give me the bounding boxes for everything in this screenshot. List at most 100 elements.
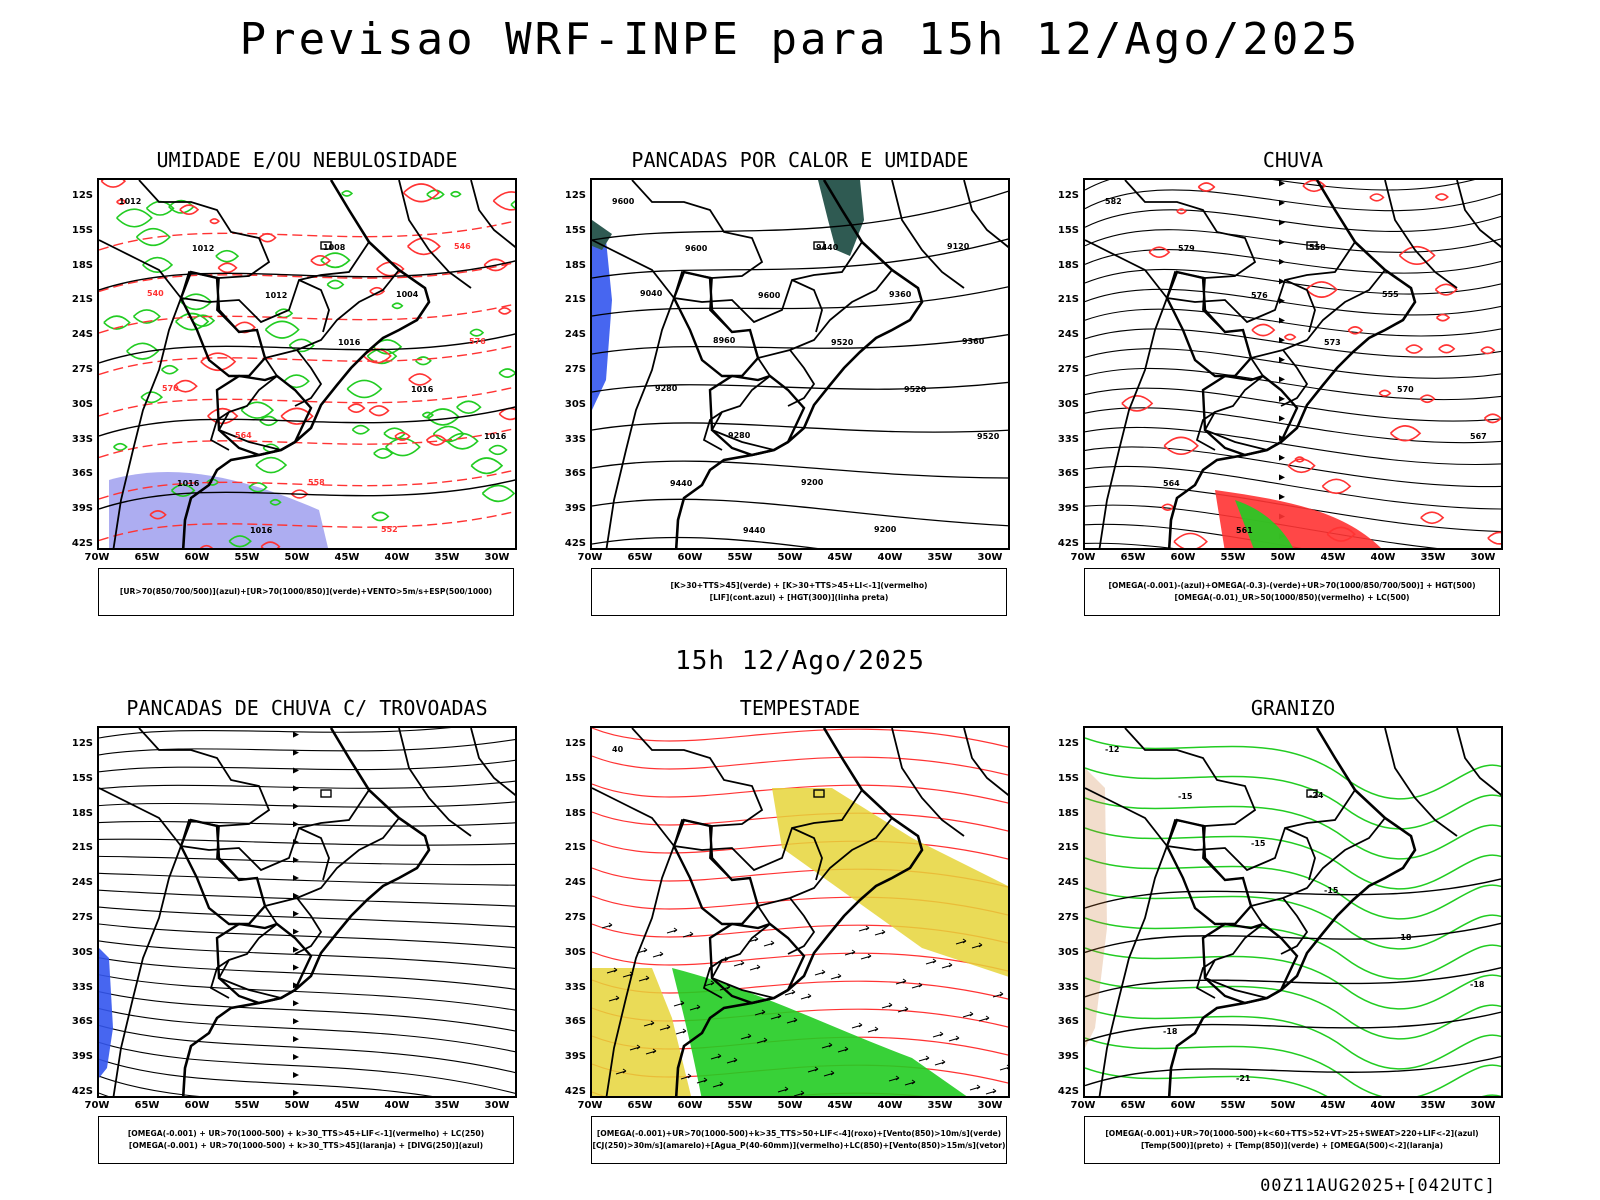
legend-line: [LIF](cont.azul) + [HGT(300)](linha pret…: [709, 593, 889, 602]
contour-label: 576: [469, 337, 486, 346]
trovoadas-map: [97, 726, 517, 1098]
pancadas-calor-map-svg: 9600 9600 9600 9520 9520 9520 9440 9440 9440 9360…: [592, 180, 1008, 548]
latitude-label: 21S: [564, 294, 586, 306]
contour-label: 1012: [119, 197, 141, 206]
contour-label: 546: [454, 242, 471, 251]
contour-label: 40: [612, 745, 624, 754]
latitude-label: 39S: [564, 503, 586, 515]
contour-label: -15: [1178, 792, 1193, 801]
longitude-label: 65W: [1120, 552, 1146, 563]
longitude-label: 65W: [134, 1100, 160, 1111]
longitude-label: 65W: [1120, 1100, 1146, 1111]
contour-label: 9200: [801, 478, 824, 487]
longitude-label: 35W: [927, 1100, 953, 1111]
longitude-label: 35W: [434, 1100, 460, 1111]
latitude-label: 30S: [1057, 398, 1079, 410]
lower-row-subtitle: 15h 12/Ago/2025: [675, 646, 925, 676]
chuva-map-svg: 582 579 576 573 570 567 564 561 558 555: [1085, 180, 1501, 548]
contour-label: 9440: [670, 479, 693, 488]
contour-label: 558: [308, 478, 325, 487]
forecast-run-footer: 00Z11AUG2025+[042UTC]: [1260, 1176, 1496, 1196]
contour-label: 1016: [177, 479, 200, 488]
longitude-label: 70W: [1070, 552, 1096, 563]
contour-label: 9360: [962, 337, 985, 346]
contour-label: -18: [1470, 980, 1485, 989]
longitude-label: 60W: [1170, 552, 1196, 563]
longitude-label: 40W: [384, 1100, 410, 1111]
latitude-label: 27S: [564, 364, 586, 375]
longitude-label: 30W: [1470, 552, 1496, 563]
umidade-panel-title: UMIDADE E/OU NEBULOSIDADE: [156, 148, 458, 172]
latitude-label: 18S: [1057, 259, 1079, 271]
longitude-label: 30W: [977, 552, 1003, 563]
latitude-label: 39S: [71, 1051, 93, 1063]
latitude-label: 15S: [564, 772, 586, 784]
latitude-label: 39S: [1057, 503, 1079, 515]
longitude-label: 70W: [577, 552, 603, 563]
trovoadas-panel-title: PANCADAS DE CHUVA C/ TROVOADAS: [126, 696, 488, 720]
longitude-label: 40W: [1370, 552, 1396, 563]
contour-label: 9600: [612, 197, 635, 206]
contour-label: 1016: [250, 526, 273, 535]
longitude-label: 45W: [1320, 552, 1346, 563]
latitude-label: 36S: [71, 1016, 93, 1028]
pancadas-calor-map: 9600 9600 9600 9520 9520 9520 9440 9440 9440 9360…: [590, 178, 1010, 550]
latitude-label: 21S: [1057, 842, 1079, 854]
latitude-label: 12S: [71, 738, 93, 749]
latitude-label: 33S: [1057, 433, 1079, 445]
longitude-label: 60W: [184, 1100, 210, 1111]
longitude-label: 70W: [84, 1100, 110, 1111]
longitude-label: 30W: [977, 1100, 1003, 1111]
pancadas-calor-legend: [K>30+TTS>45](verde) + [K>30+TTS>45+LI<-…: [591, 568, 1007, 616]
longitude-label: 40W: [877, 1100, 903, 1111]
tempestade-legend: [OMEGA(-0.001)+UR>70(1000-500)+k>35_TTS>…: [591, 1116, 1007, 1164]
longitude-label: 45W: [827, 552, 853, 563]
tempestade-map-svg: 40: [592, 728, 1008, 1096]
latitude-label: 27S: [1057, 912, 1079, 923]
tempestade-panel-title: TEMPESTADE: [739, 696, 861, 720]
latitude-label: 18S: [1057, 807, 1079, 819]
latitude-label: 30S: [564, 398, 586, 410]
tempestade-map: 40: [590, 726, 1010, 1098]
longitude-label: 45W: [1320, 1100, 1346, 1111]
longitude-label: 45W: [334, 1100, 360, 1111]
latitude-label: 21S: [71, 842, 93, 854]
trovoadas-legend: [OMEGA(-0.001) + UR>70(1000-500) + k>30_…: [98, 1116, 514, 1164]
longitude-label: 30W: [484, 552, 510, 563]
legend-line: [OMEGA(-0.01)_UR>50(1000/850)(vermelho) …: [1174, 593, 1410, 602]
latitude-label: 36S: [564, 468, 586, 480]
longitude-label: 35W: [434, 552, 460, 563]
chuva-map: 582 579 576 573 570 567 564 561 558 555: [1083, 178, 1503, 550]
longitude-label: 50W: [284, 1100, 310, 1111]
contour-label: -15: [1251, 839, 1266, 848]
longitude-label: 55W: [727, 552, 753, 563]
contour-label: 1012: [265, 291, 287, 300]
latitude-label: 15S: [1057, 772, 1079, 784]
legend-line: [UR>70(850/700/500)](azul)+[UR>70(1000/8…: [119, 587, 493, 596]
contour-label: 1016: [411, 385, 434, 394]
contour-label: 9360: [889, 290, 912, 299]
contour-label: 1012: [192, 244, 214, 253]
contour-label: 567: [1470, 432, 1487, 441]
trovoadas-map-svg: [99, 728, 515, 1096]
latitude-label: 30S: [1057, 946, 1079, 958]
latitude-label: 39S: [564, 1051, 586, 1063]
longitude-label: 55W: [1220, 1100, 1246, 1111]
latitude-label: 24S: [1057, 329, 1079, 341]
latitude-label: 18S: [71, 259, 93, 271]
contour-label: -18: [1163, 1027, 1178, 1036]
contour-label: 9200: [874, 525, 897, 534]
longitude-label: 60W: [184, 552, 210, 563]
longitude-label: 65W: [627, 552, 653, 563]
umidade-map: 1012 1012 1012 1016 1016 1016 1016 1016 1008 1004…: [97, 178, 517, 550]
latitude-label: 42S: [564, 538, 586, 549]
longitude-label: 55W: [727, 1100, 753, 1111]
latitude-label: 18S: [564, 259, 586, 271]
legend-line: [OMEGA(-0.001)+UR>70(1000-500)+k>35_TTS>…: [596, 1129, 1002, 1138]
longitude-label: 60W: [1170, 1100, 1196, 1111]
latitude-label: 33S: [71, 433, 93, 445]
latitude-label: 15S: [71, 224, 93, 236]
latitude-label: 21S: [564, 842, 586, 854]
longitude-label: 50W: [1270, 552, 1296, 563]
contour-label: 1004: [396, 290, 419, 299]
